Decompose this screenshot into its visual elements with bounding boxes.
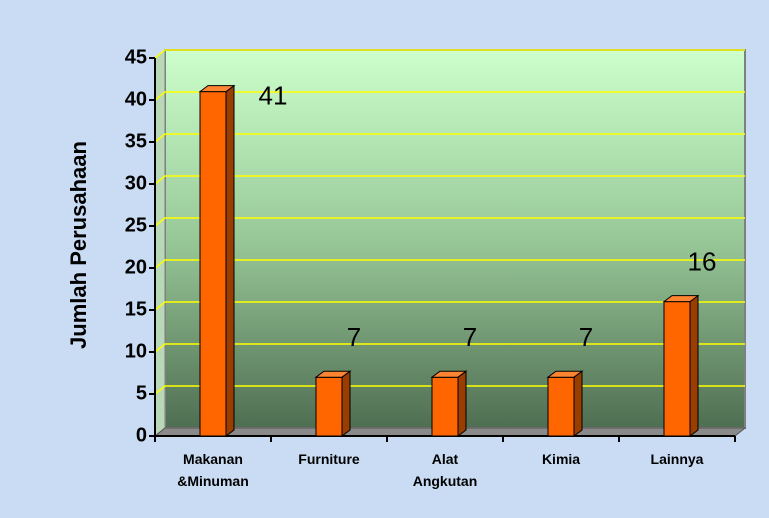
y-tick-label: 15: [125, 298, 147, 320]
y-tick-label: 5: [136, 382, 147, 404]
grid-line: [154, 301, 745, 311]
grid-line: [154, 133, 745, 143]
y-tick-label: 20: [125, 256, 147, 278]
bar: [430, 370, 468, 437]
bar: [198, 84, 236, 437]
bar: [546, 370, 584, 437]
x-tick-label: Lainnya: [651, 451, 704, 467]
x-tick-label: Makanan &Minuman: [177, 451, 249, 489]
x-tick-label: Kimia: [542, 451, 580, 467]
side-wall: [154, 48, 166, 438]
x-tick-label: Alat Angkutan: [413, 451, 478, 489]
y-tick-label: 10: [125, 340, 147, 362]
y-tick-label: 35: [125, 130, 147, 152]
grid-line: [154, 217, 745, 227]
grid-line: [154, 91, 745, 101]
grid-line: [154, 49, 745, 59]
x-tick-label: Furniture: [298, 451, 360, 467]
grid-line: [154, 259, 745, 269]
bar: [662, 294, 700, 437]
y-axis-label: Jumlah Perusahaan: [66, 141, 91, 349]
grid-line: [154, 175, 745, 185]
value-label: 7: [347, 322, 361, 352]
y-tick-label: 45: [125, 46, 147, 68]
grid-line: [154, 343, 745, 353]
value-label: 16: [688, 246, 717, 276]
value-label: 7: [579, 322, 593, 352]
y-tick-label: 0: [136, 424, 147, 446]
y-tick-label: 30: [125, 172, 147, 194]
bar: [314, 370, 352, 437]
y-tick-label: 40: [125, 88, 147, 110]
value-label: 7: [463, 322, 477, 352]
y-tick-label: 25: [125, 214, 147, 236]
value-label: 41: [259, 80, 288, 110]
